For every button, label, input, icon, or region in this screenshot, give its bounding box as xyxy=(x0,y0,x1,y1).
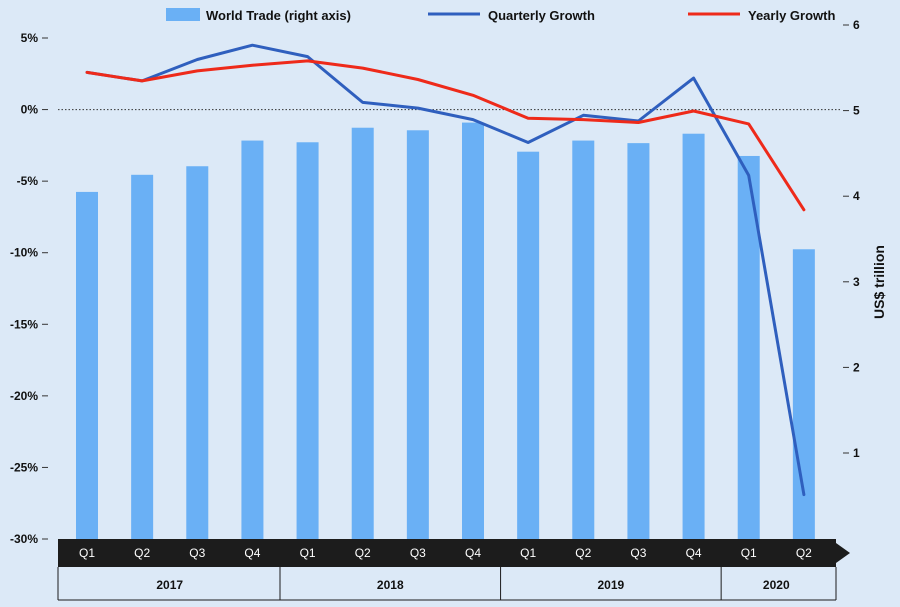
bar xyxy=(627,143,650,540)
quarter-label: Q4 xyxy=(244,546,260,560)
legend-label: Yearly Growth xyxy=(748,8,835,23)
bars-layer xyxy=(76,122,815,540)
year-label: 2020 xyxy=(763,578,790,592)
right-tick-label: 1 xyxy=(853,446,860,460)
bar xyxy=(572,140,595,539)
quarter-label: Q1 xyxy=(741,546,757,560)
quarter-label: Q3 xyxy=(630,546,646,560)
quarter-label: Q1 xyxy=(520,546,536,560)
quarter-label: Q2 xyxy=(355,546,371,560)
series-line xyxy=(85,59,806,212)
series-line xyxy=(85,43,806,497)
bar xyxy=(682,133,705,539)
left-tick-label: -30% xyxy=(10,532,38,546)
left-tick-label: -25% xyxy=(10,460,38,474)
quarter-label: Q2 xyxy=(796,546,812,560)
year-label: 2017 xyxy=(156,578,183,592)
year-label: 2018 xyxy=(377,578,404,592)
right-tick-label: 5 xyxy=(853,104,860,118)
bar xyxy=(351,127,374,539)
lines-layer xyxy=(85,43,806,497)
legend-label: Quarterly Growth xyxy=(488,8,595,23)
right-axis-title: US$ trillion xyxy=(871,245,887,319)
left-tick-label: 5% xyxy=(21,31,39,45)
quarter-band xyxy=(58,539,836,567)
bar xyxy=(406,130,429,539)
right-tick-label: 3 xyxy=(853,275,860,289)
bar xyxy=(462,122,484,540)
quarter-label: Q3 xyxy=(189,546,205,560)
quarter-label: Q2 xyxy=(134,546,150,560)
quarter-label: Q1 xyxy=(79,546,95,560)
left-tick-label: -5% xyxy=(17,174,39,188)
quarter-label: Q4 xyxy=(465,546,481,560)
year-label: 2019 xyxy=(598,578,625,592)
bar xyxy=(186,166,209,540)
left-tick-label: -20% xyxy=(10,389,38,403)
legend: World Trade (right axis) Quarterly Growth… xyxy=(166,8,835,23)
bar xyxy=(76,191,98,540)
left-axis: 5% 0% -5% -10% -15% -20% -25% -30% xyxy=(10,31,48,546)
left-tick-label: 0% xyxy=(21,103,39,117)
legend-swatch-bar xyxy=(166,8,200,21)
right-axis: 6 5 4 3 2 1 US$ trillion xyxy=(843,18,887,460)
legend-label: World Trade (right axis) xyxy=(206,8,351,23)
quarter-label: Q2 xyxy=(575,546,591,560)
bar xyxy=(241,140,264,539)
quarter-label: Q1 xyxy=(300,546,316,560)
left-tick-label: -15% xyxy=(10,317,38,331)
right-tick-label: 4 xyxy=(853,189,860,203)
bar xyxy=(131,174,154,540)
axis-arrow xyxy=(836,543,850,563)
quarter-label: Q4 xyxy=(686,546,702,560)
right-tick-label: 2 xyxy=(853,360,860,374)
x-axis: Q1 Q2 Q3 Q4 Q1 Q2 Q3 Q4 Q1 Q2 Q3 Q4 Q1 Q2 2017 2018 2019… xyxy=(57,539,850,601)
right-tick-label: 6 xyxy=(853,18,860,32)
quarter-label: Q3 xyxy=(410,546,426,560)
left-tick-label: -10% xyxy=(10,246,38,260)
bar xyxy=(737,155,760,539)
bar xyxy=(296,142,319,539)
bar xyxy=(517,151,540,540)
